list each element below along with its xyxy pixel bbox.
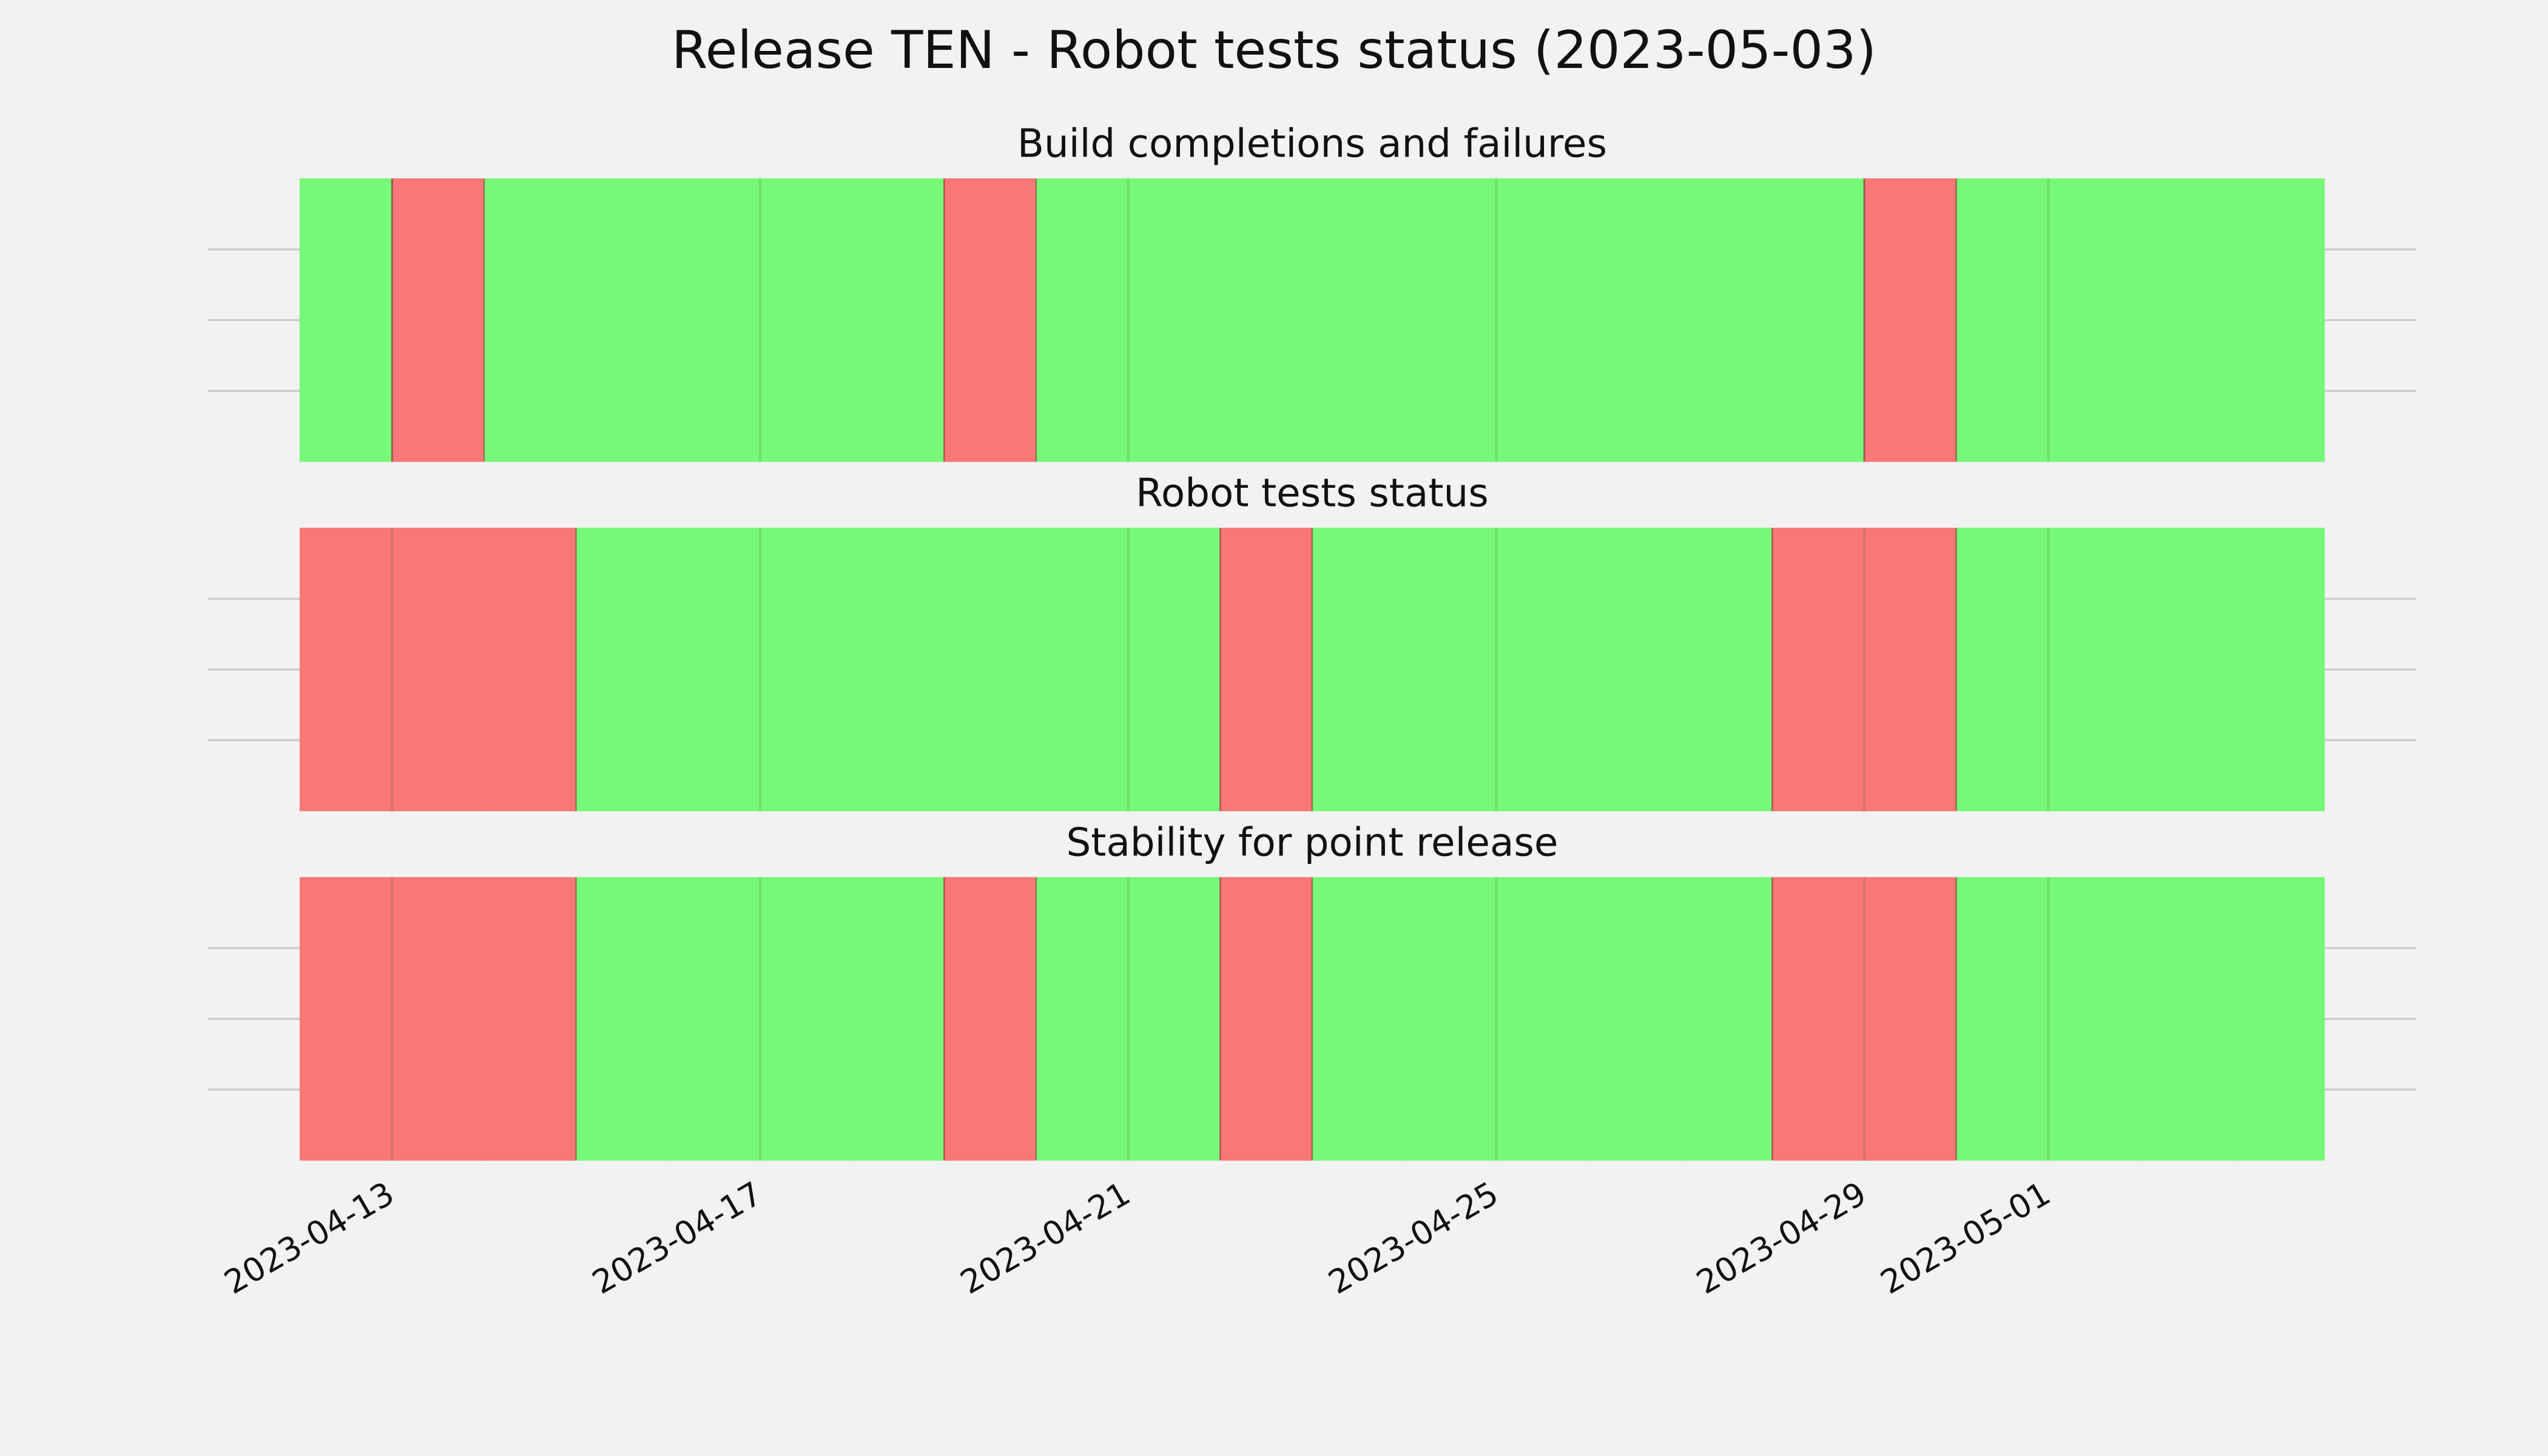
status-bar	[484, 178, 577, 462]
status-bar	[1955, 877, 2049, 1161]
status-bar	[1864, 877, 1957, 1161]
status-bar	[1864, 178, 1957, 462]
status-bar	[760, 877, 853, 1161]
status-bar	[575, 178, 669, 462]
status-bar	[484, 877, 577, 1161]
status-bar	[2232, 527, 2325, 812]
status-bar	[1679, 527, 1773, 812]
status-bar	[1403, 178, 1497, 462]
status-bar	[575, 527, 669, 812]
status-bar	[2140, 178, 2233, 462]
status-bar	[1127, 527, 1221, 812]
status-bar	[851, 527, 945, 812]
status-bar	[943, 527, 1037, 812]
status-bar	[1127, 178, 1221, 462]
status-bar	[2140, 877, 2233, 1161]
status-bar	[1495, 178, 1589, 462]
status-bar	[299, 527, 393, 812]
status-bar	[391, 527, 485, 812]
status-bar	[943, 178, 1037, 462]
status-bar	[1219, 877, 1313, 1161]
status-bar	[1036, 178, 1129, 462]
status-bar	[1036, 877, 1129, 1161]
status-bar	[2048, 527, 2141, 812]
status-bar	[2048, 178, 2141, 462]
status-bar	[1127, 877, 1221, 1161]
status-bar	[391, 178, 485, 462]
status-bar	[1403, 877, 1497, 1161]
status-bar	[1312, 877, 1405, 1161]
status-bar	[1495, 877, 1589, 1161]
status-bar	[1771, 877, 1865, 1161]
status-bar	[1403, 527, 1497, 812]
status-bar	[1955, 527, 2049, 812]
status-bar	[299, 877, 393, 1161]
status-bar	[1771, 178, 1865, 462]
status-bar	[851, 178, 945, 462]
status-bar	[1864, 527, 1957, 812]
status-bar	[1771, 527, 1865, 812]
status-bar	[760, 527, 853, 812]
panel-title: Robot tests status	[1136, 471, 1489, 516]
panel-title: Build completions and failures	[1017, 121, 1607, 167]
status-bar	[575, 877, 669, 1161]
status-bar	[667, 178, 761, 462]
status-bar	[1036, 527, 1129, 812]
status-bar	[943, 877, 1037, 1161]
status-bar	[2232, 178, 2325, 462]
status-bar	[391, 877, 485, 1161]
status-bar	[1679, 877, 1773, 1161]
status-bar	[2232, 877, 2325, 1161]
status-bar	[667, 527, 761, 812]
status-bar	[1588, 527, 1681, 812]
figure-title: Release TEN - Robot tests status (2023-0…	[672, 20, 1876, 81]
status-bar	[1588, 877, 1681, 1161]
status-bar	[760, 178, 853, 462]
status-bar	[1219, 527, 1313, 812]
status-bar	[1495, 527, 1589, 812]
status-bar	[1679, 178, 1773, 462]
status-bar	[1312, 527, 1405, 812]
panel-title: Stability for point release	[1067, 820, 1559, 865]
status-bar	[667, 877, 761, 1161]
status-bar	[2048, 877, 2141, 1161]
status-bar	[2140, 527, 2233, 812]
status-bar	[484, 527, 577, 812]
status-bar	[1219, 178, 1313, 462]
status-bar	[1312, 178, 1405, 462]
status-bar	[1588, 178, 1681, 462]
status-bar	[1955, 178, 2049, 462]
status-bar	[851, 877, 945, 1161]
status-bar	[299, 178, 393, 462]
